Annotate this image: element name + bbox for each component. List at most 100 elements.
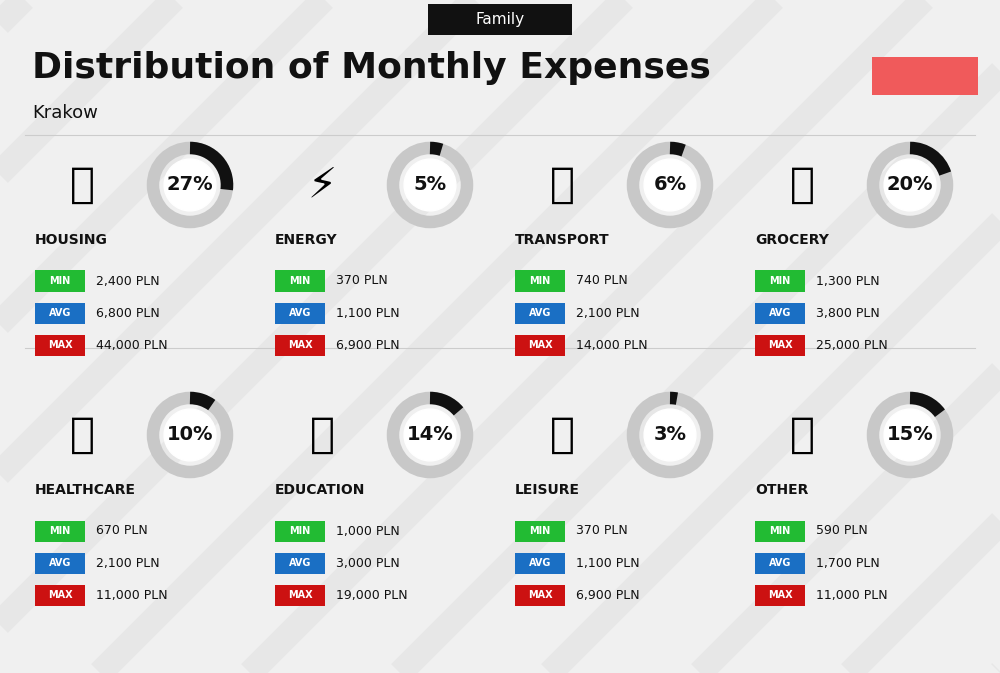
- Text: Krakow: Krakow: [32, 104, 98, 122]
- Text: 2,100 PLN: 2,100 PLN: [576, 306, 640, 320]
- Text: 590 PLN: 590 PLN: [816, 524, 868, 538]
- FancyBboxPatch shape: [755, 520, 805, 542]
- Text: ENERGY: ENERGY: [275, 233, 338, 247]
- Text: OTHER: OTHER: [755, 483, 808, 497]
- Text: MIN: MIN: [289, 276, 311, 286]
- Text: 🛒: 🛒: [790, 164, 814, 206]
- Text: 740 PLN: 740 PLN: [576, 275, 628, 287]
- FancyBboxPatch shape: [35, 271, 85, 291]
- Text: 14%: 14%: [407, 425, 453, 444]
- Text: 1,100 PLN: 1,100 PLN: [576, 557, 640, 569]
- Text: 3%: 3%: [653, 425, 686, 444]
- Circle shape: [884, 159, 936, 211]
- Text: 370 PLN: 370 PLN: [576, 524, 628, 538]
- Text: ⚡: ⚡: [307, 164, 337, 206]
- Text: HOUSING: HOUSING: [35, 233, 108, 247]
- Text: MAX: MAX: [48, 590, 72, 600]
- FancyBboxPatch shape: [755, 553, 805, 573]
- Text: Family: Family: [475, 12, 525, 27]
- Text: 11,000 PLN: 11,000 PLN: [816, 588, 888, 602]
- Text: TRANSPORT: TRANSPORT: [515, 233, 610, 247]
- Text: MIN: MIN: [529, 276, 551, 286]
- FancyBboxPatch shape: [275, 520, 325, 542]
- Text: 44,000 PLN: 44,000 PLN: [96, 339, 168, 351]
- Text: GROCERY: GROCERY: [755, 233, 829, 247]
- Text: MIN: MIN: [769, 526, 791, 536]
- FancyBboxPatch shape: [515, 334, 565, 355]
- Circle shape: [404, 159, 456, 211]
- FancyBboxPatch shape: [275, 584, 325, 606]
- Text: 15%: 15%: [887, 425, 933, 444]
- Text: AVG: AVG: [529, 308, 551, 318]
- Circle shape: [404, 409, 456, 461]
- Text: 🚌: 🚌: [549, 164, 574, 206]
- Text: 3,800 PLN: 3,800 PLN: [816, 306, 880, 320]
- Text: MAX: MAX: [288, 340, 312, 350]
- Text: HEALTHCARE: HEALTHCARE: [35, 483, 136, 497]
- FancyBboxPatch shape: [755, 584, 805, 606]
- Text: MAX: MAX: [528, 340, 552, 350]
- Text: AVG: AVG: [769, 558, 791, 568]
- Text: AVG: AVG: [529, 558, 551, 568]
- Text: 💰: 💰: [790, 414, 814, 456]
- FancyBboxPatch shape: [275, 334, 325, 355]
- Text: 1,700 PLN: 1,700 PLN: [816, 557, 880, 569]
- Text: MAX: MAX: [48, 340, 72, 350]
- Text: AVG: AVG: [289, 558, 311, 568]
- FancyBboxPatch shape: [275, 271, 325, 291]
- FancyBboxPatch shape: [515, 520, 565, 542]
- Text: 19,000 PLN: 19,000 PLN: [336, 588, 408, 602]
- Circle shape: [644, 159, 696, 211]
- Text: 20%: 20%: [887, 176, 933, 194]
- Text: 1,000 PLN: 1,000 PLN: [336, 524, 400, 538]
- Text: MAX: MAX: [288, 590, 312, 600]
- Text: 2,400 PLN: 2,400 PLN: [96, 275, 160, 287]
- FancyBboxPatch shape: [515, 553, 565, 573]
- Text: 6,800 PLN: 6,800 PLN: [96, 306, 160, 320]
- Text: 6%: 6%: [653, 176, 687, 194]
- Text: Distribution of Monthly Expenses: Distribution of Monthly Expenses: [32, 51, 711, 85]
- FancyBboxPatch shape: [275, 553, 325, 573]
- Text: MIN: MIN: [529, 526, 551, 536]
- Text: LEISURE: LEISURE: [515, 483, 580, 497]
- FancyBboxPatch shape: [755, 334, 805, 355]
- Circle shape: [164, 409, 216, 461]
- Circle shape: [884, 409, 936, 461]
- Text: 25,000 PLN: 25,000 PLN: [816, 339, 888, 351]
- Text: AVG: AVG: [49, 308, 71, 318]
- Text: 3,000 PLN: 3,000 PLN: [336, 557, 400, 569]
- FancyBboxPatch shape: [35, 520, 85, 542]
- Text: 1,100 PLN: 1,100 PLN: [336, 306, 400, 320]
- FancyBboxPatch shape: [515, 271, 565, 291]
- Text: 27%: 27%: [167, 176, 213, 194]
- Text: MIN: MIN: [49, 526, 71, 536]
- Text: 670 PLN: 670 PLN: [96, 524, 148, 538]
- Text: MIN: MIN: [289, 526, 311, 536]
- FancyBboxPatch shape: [872, 57, 978, 95]
- Text: AVG: AVG: [289, 308, 311, 318]
- FancyBboxPatch shape: [515, 584, 565, 606]
- FancyBboxPatch shape: [515, 302, 565, 324]
- FancyBboxPatch shape: [35, 302, 85, 324]
- Text: 10%: 10%: [167, 425, 213, 444]
- Text: MIN: MIN: [769, 276, 791, 286]
- Text: 🛍: 🛍: [549, 414, 574, 456]
- Text: 6,900 PLN: 6,900 PLN: [336, 339, 400, 351]
- Text: 6,900 PLN: 6,900 PLN: [576, 588, 640, 602]
- FancyBboxPatch shape: [35, 334, 85, 355]
- FancyBboxPatch shape: [275, 302, 325, 324]
- Text: MIN: MIN: [49, 276, 71, 286]
- Text: 💓: 💓: [70, 414, 94, 456]
- Text: MAX: MAX: [768, 590, 792, 600]
- FancyBboxPatch shape: [755, 271, 805, 291]
- Text: AVG: AVG: [769, 308, 791, 318]
- Text: 5%: 5%: [413, 176, 447, 194]
- Text: EDUCATION: EDUCATION: [275, 483, 365, 497]
- FancyBboxPatch shape: [428, 4, 572, 35]
- FancyBboxPatch shape: [35, 553, 85, 573]
- Text: 2,100 PLN: 2,100 PLN: [96, 557, 160, 569]
- Text: 11,000 PLN: 11,000 PLN: [96, 588, 168, 602]
- Text: 🎓: 🎓: [310, 414, 334, 456]
- Circle shape: [644, 409, 696, 461]
- Text: MAX: MAX: [528, 590, 552, 600]
